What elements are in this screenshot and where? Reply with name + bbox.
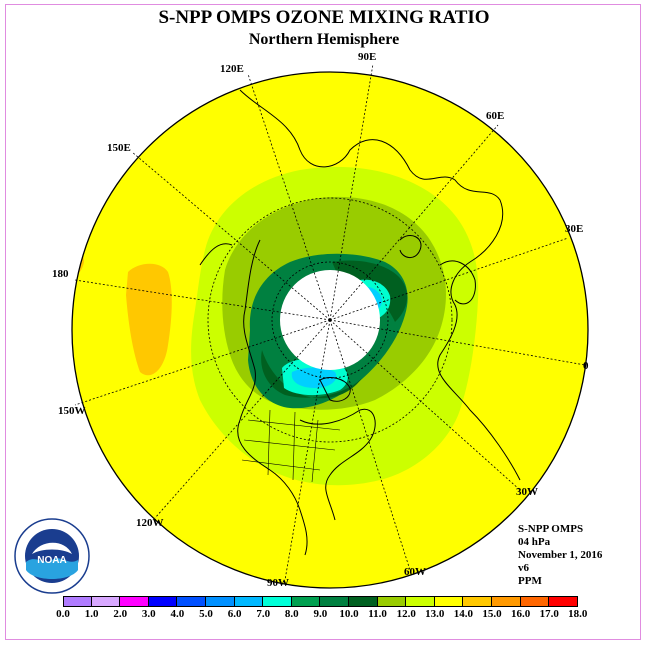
color-bar-segment [463, 596, 492, 607]
color-bar-segment [91, 596, 121, 607]
color-bar-tick-label: 3.0 [141, 608, 156, 620]
color-bar-tick-label: 4.0 [170, 608, 185, 620]
contour-13-14-patch [126, 263, 172, 376]
map-subtitle: Northern Hemisphere [248, 31, 400, 48]
lon-label-30w: 30W [516, 486, 538, 498]
graticule [74, 63, 586, 581]
color-bar-segment [406, 596, 435, 607]
color-bar-ticks: 0.0 1.0 2.0 3.0 4.0 5.0 6.0 7.0 8.0 9.0 10.0 11.0 12… [0, 608, 648, 622]
lon-label-120w: 120W [136, 517, 164, 529]
color-bar-segment [263, 596, 292, 607]
map-title: S-NPP OMPS OZONE MIXING RATIO [158, 7, 490, 28]
lon-label-120e: 120E [220, 63, 244, 75]
latitude-circle-75n [271, 261, 389, 379]
info-instrument: S-NPP OMPS [518, 523, 584, 535]
color-bar-segment [120, 596, 149, 607]
lon-label-90w: 90W [267, 577, 289, 589]
color-bar-segment [491, 596, 521, 607]
color-bar-segment [549, 596, 578, 607]
color-bar-tick-label: 13.0 [425, 608, 445, 620]
color-bar-tick-label: 10.0 [339, 608, 359, 620]
color-bar-segment [348, 596, 378, 607]
info-version: v6 [518, 562, 529, 574]
color-bar-tick-label: 18.0 [568, 608, 588, 620]
color-bar-segment [148, 596, 178, 607]
info-date: November 1, 2016 [518, 549, 603, 561]
color-bar-segment [234, 596, 264, 607]
color-bar-segment [434, 596, 464, 607]
lon-label-60e: 60E [486, 110, 505, 122]
color-bar-tick-label: 2.0 [113, 608, 128, 620]
color-bar-tick-label: 16.0 [510, 608, 531, 620]
color-bar [63, 596, 578, 607]
map-boundary [71, 71, 589, 589]
color-bar-segment [520, 596, 550, 607]
color-bar-tick-label: 1.0 [84, 608, 99, 620]
product-info: S-NPP OMPS 04 hPa November 1, 2016 v6 PP… [518, 523, 602, 588]
latitude-circle-60n [207, 197, 453, 443]
lon-label-180: 180 [52, 268, 69, 280]
color-bar-segment [63, 596, 92, 607]
info-units: PPM [518, 575, 542, 587]
color-bar-tick-label: 5.0 [199, 608, 213, 620]
noaa-logo-text: NOAA [37, 555, 66, 566]
color-bar-segment [320, 596, 349, 607]
color-bar-tick-label: 12.0 [396, 608, 416, 620]
color-bar-tick-label: 15.0 [482, 608, 502, 620]
color-bar-tick-label: 17.0 [539, 608, 559, 620]
color-bar-segment [291, 596, 321, 607]
noaa-logo: NOAA [14, 518, 90, 594]
lon-label-150w: 150W [58, 405, 86, 417]
lon-label-0: 0 [583, 360, 589, 372]
color-bar-tick-label: 11.0 [368, 608, 387, 620]
color-bar-tick-label: 9.0 [313, 608, 328, 620]
us-state-borders [241, 409, 341, 483]
lon-label-60w: 60W [404, 566, 426, 578]
contour-6-7-sw [291, 367, 337, 388]
color-bar-tick-label: 7.0 [256, 608, 271, 620]
lon-label-30e: 30E [565, 223, 584, 235]
color-bar-segment [177, 596, 206, 607]
color-bar-tick-label: 8.0 [284, 608, 299, 620]
color-bar-segment [205, 596, 235, 607]
color-bar-segment [377, 596, 407, 607]
lon-label-150e: 150E [107, 142, 131, 154]
color-bar-tick-label: 0.0 [56, 608, 70, 620]
plot-frame [5, 4, 641, 640]
coastlines [199, 89, 521, 556]
color-bar-tick-label: 14.0 [453, 608, 474, 620]
color-bar-tick-label: 6.0 [227, 608, 242, 620]
info-level: 04 hPa [518, 536, 551, 548]
lon-label-90e: 90E [358, 51, 377, 63]
